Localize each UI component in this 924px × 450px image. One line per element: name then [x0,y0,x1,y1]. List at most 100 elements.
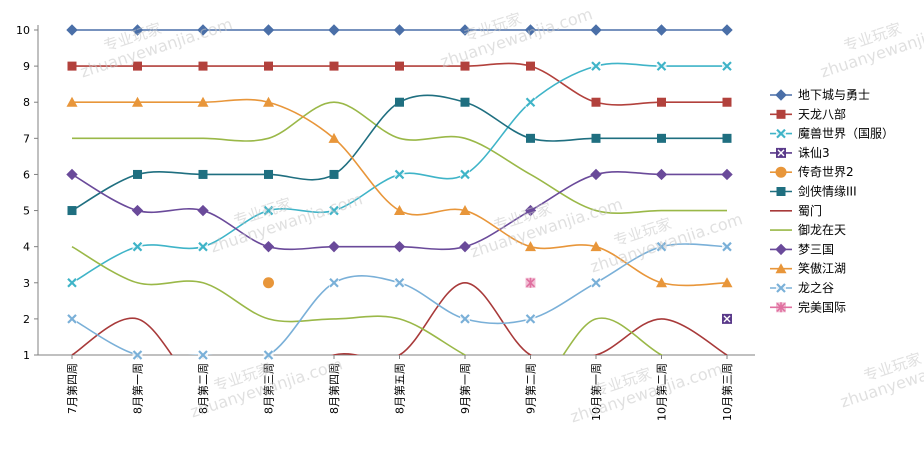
data-point [395,97,404,107]
data-point [460,97,470,107]
data-point [67,206,77,216]
x-tick-label: 10月第二周 [655,363,669,421]
data-point [198,61,208,71]
data-point [393,240,406,253]
legend-item: 剑侠情缘III [770,184,857,199]
watermark-en: zhuanyewanjia.com [818,14,924,81]
data-point [131,24,144,36]
legend-item: 梦三国 [770,242,834,256]
data-point [776,302,786,313]
data-point [722,133,732,143]
legend-item: 龙之谷 [770,281,834,295]
data-point [197,96,209,107]
legend-label: 完美国际 [798,299,846,314]
data-point [655,168,668,181]
data-point [263,277,274,289]
data-point [263,96,274,107]
data-point [394,205,405,216]
y-tick-label: 2 [23,313,30,326]
y-tick-label: 7 [23,132,30,145]
data-point [67,313,77,324]
legend-label: 龙之谷 [798,281,834,295]
data-point [526,133,535,143]
data-point [394,277,405,288]
data-point [394,169,405,180]
legend-label: 剑侠情缘III [798,184,857,199]
x-tick-label: 8月第三周 [262,363,276,414]
x-tick-label: 10月第三周 [720,363,734,421]
data-point [524,204,537,217]
y-tick-label: 8 [23,96,30,109]
data-point [133,169,142,179]
data-point [460,313,470,324]
data-point [721,168,733,181]
legend-item: 完美国际 [770,299,846,314]
data-point [776,147,786,158]
data-point [328,24,340,36]
data-point [262,24,275,36]
data-point [656,61,667,72]
x-tick-label: 9月第一周 [458,363,472,414]
data-point [395,61,404,71]
data-point [525,241,536,252]
series-markers [66,24,733,360]
data-point [721,24,733,36]
data-point [656,241,667,252]
data-point [66,96,78,107]
y-tick-label: 9 [23,60,30,73]
data-point [775,166,787,178]
legend-label: 蜀门 [798,203,822,218]
data-point [329,61,339,71]
legend-item: 地下城与勇士 [770,88,870,102]
data-point [657,133,666,143]
legend-label: 魔兽世界（国服） [798,126,894,141]
data-point [775,243,787,256]
data-point [459,205,471,216]
legend-item: 蜀门 [770,203,822,218]
x-tick-label: 8月第一周 [131,363,145,414]
data-point [329,205,339,216]
data-point [198,169,208,179]
data-point [776,187,786,196]
data-point [655,24,668,36]
data-point [132,350,143,360]
data-point [525,97,536,108]
x-tick-label: 8月第四周 [327,363,341,414]
y-tick-label: 10 [16,24,30,37]
y-tick-label: 6 [23,168,30,181]
legend-item: 御龙在天 [770,222,846,237]
series-line [71,281,728,355]
y-tick-label: 5 [23,205,30,218]
legend-item: 魔兽世界（国服） [770,126,894,141]
data-point [526,61,535,71]
legend-label: 诛仙3 [798,146,830,160]
legend-item: 传奇世界2 [770,164,854,179]
data-point [328,132,340,143]
data-point [459,240,471,253]
data-point [264,61,273,71]
data-point [591,97,601,107]
data-point [197,24,209,36]
legend-label: 传奇世界2 [798,164,854,179]
data-point [775,89,787,101]
data-point [198,350,208,360]
x-tick-label: 9月第二周 [524,363,538,414]
axes: 1 2 3 4 5 6 7 8 9 10 7月第四周 8月第一周 8月第二周 8月第三周 8月第四周 8月第五… [16,24,755,421]
series-layer [66,24,733,360]
x-tick-label: 8月第五周 [393,363,407,414]
y-tick-label: 1 [23,349,30,362]
series-line [71,245,664,355]
data-point [131,204,144,217]
data-point [264,169,273,179]
data-point [328,240,340,253]
x-tick-label: 8月第二周 [196,363,210,414]
legend-label: 地下城与勇士 [798,88,870,102]
data-point [198,241,208,252]
